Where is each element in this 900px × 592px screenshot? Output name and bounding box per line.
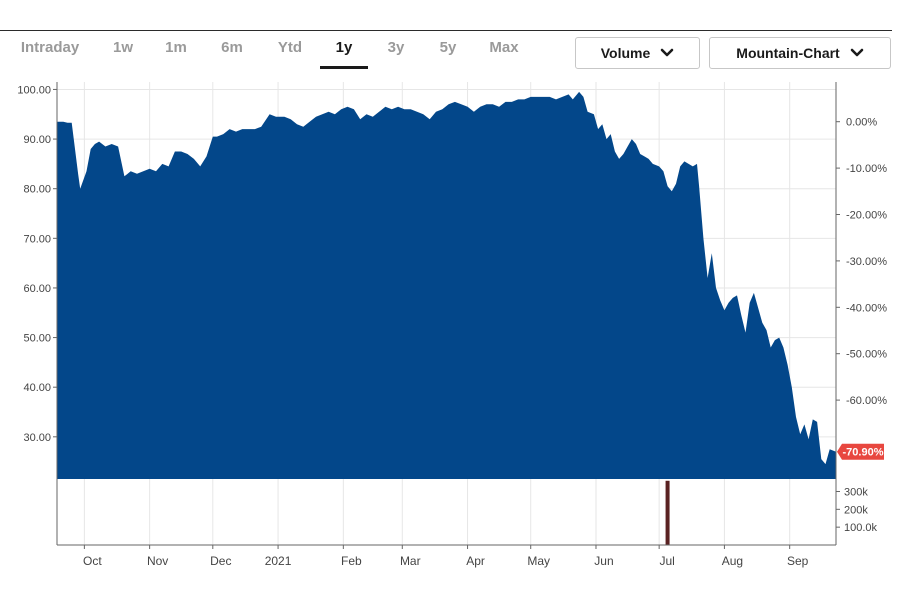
y-tick-label: 70.00	[23, 233, 51, 245]
y-tick-label: 100.00	[17, 84, 51, 96]
volume-tick-label: 100.0k	[844, 522, 878, 534]
volume-tick-label: 300k	[844, 486, 868, 498]
chart-type-dropdown-label: Mountain-Chart	[736, 45, 840, 61]
last-change-badge-shape	[837, 443, 884, 460]
tab-3y[interactable]: 3y	[387, 39, 405, 56]
x-tick-label: Jul	[659, 554, 674, 568]
price-area-layer	[57, 91, 836, 480]
tab-intraday[interactable]: Intraday	[20, 39, 80, 56]
volume-tick-label: 200k	[844, 504, 868, 516]
last-change-badge: -70.90%	[837, 443, 884, 460]
x-tick-label: Dec	[210, 554, 231, 568]
tab-1m[interactable]: 1m	[165, 39, 187, 56]
x-tick-label: Nov	[147, 554, 168, 568]
chart-type-dropdown[interactable]: Mountain-Chart	[709, 37, 891, 69]
tab-ytd[interactable]: Ytd	[277, 39, 303, 56]
chart-axes	[53, 82, 840, 549]
x-tick-label: Feb	[341, 554, 362, 568]
y-tick-label: 50.00	[23, 333, 51, 345]
chart-labels: 100.00 90.00 80.00 70.00 60.00 50.00 40.00 30.0…	[17, 84, 887, 568]
pct-tick-label: -20.00%	[846, 209, 887, 221]
tab-5y[interactable]: 5y	[439, 39, 457, 56]
tab-1w[interactable]: 1w	[112, 39, 133, 56]
volume-dropdown-label: Volume	[600, 45, 651, 61]
price-area[interactable]	[57, 91, 836, 480]
y-tick-label: 40.00	[23, 382, 51, 394]
top-divider	[0, 30, 892, 31]
pct-tick-label: -30.00%	[846, 256, 887, 268]
pct-tick-label: -10.00%	[846, 163, 887, 175]
y-tick-label: 30.00	[23, 432, 51, 444]
x-tick-label: Jun	[594, 554, 613, 568]
x-tick-label: Mar	[400, 554, 421, 568]
x-tick-label: 2021	[265, 554, 292, 568]
last-change-label: -70.90%	[843, 447, 884, 459]
tab-max[interactable]: Max	[489, 39, 519, 56]
volume-bar[interactable]	[665, 480, 670, 545]
tab-1y[interactable]: 1y	[320, 37, 368, 69]
y-tick-label: 80.00	[23, 184, 51, 196]
x-tick-label: May	[527, 554, 550, 568]
chevron-down-icon	[850, 48, 864, 57]
pct-tick-label: -50.00%	[846, 349, 887, 361]
x-tick-label: Aug	[722, 554, 743, 568]
x-tick-label: Oct	[83, 554, 102, 568]
pct-tick-label: -40.00%	[846, 302, 887, 314]
x-tick-label: Apr	[466, 554, 485, 568]
pct-tick-label: -60.00%	[846, 395, 887, 407]
pct-tick-label: 0.00%	[846, 117, 877, 129]
chevron-down-icon	[660, 48, 674, 57]
tab-6m[interactable]: 6m	[221, 39, 243, 56]
volume-dropdown[interactable]: Volume	[575, 37, 700, 69]
y-tick-label: 60.00	[23, 283, 51, 295]
x-tick-label: Sep	[787, 554, 809, 568]
volume-panel	[665, 480, 670, 545]
y-tick-label: 90.00	[23, 134, 51, 146]
